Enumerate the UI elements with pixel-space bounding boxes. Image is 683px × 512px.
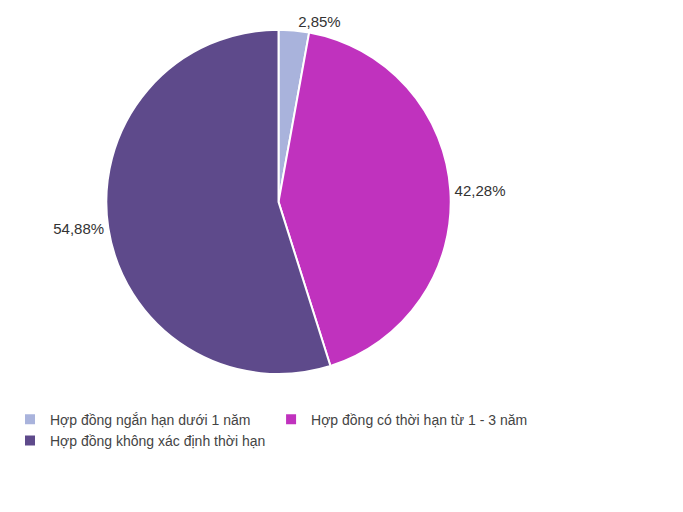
svg-text:42,28%: 42,28% — [455, 182, 506, 199]
svg-text:Hợp đồng có thời hạn từ 1 - 3: Hợp đồng có thời hạn từ 1 - 3 năm — [311, 412, 527, 428]
svg-text:54,88%: 54,88% — [53, 220, 104, 237]
svg-text:2,85%: 2,85% — [298, 13, 341, 30]
svg-text:Hợp đồng ngắn hạn dưới 1 năm: Hợp đồng ngắn hạn dưới 1 năm — [50, 412, 251, 428]
svg-text:Hợp đồng không xác định thời h: Hợp đồng không xác định thời hạn — [50, 433, 265, 449]
